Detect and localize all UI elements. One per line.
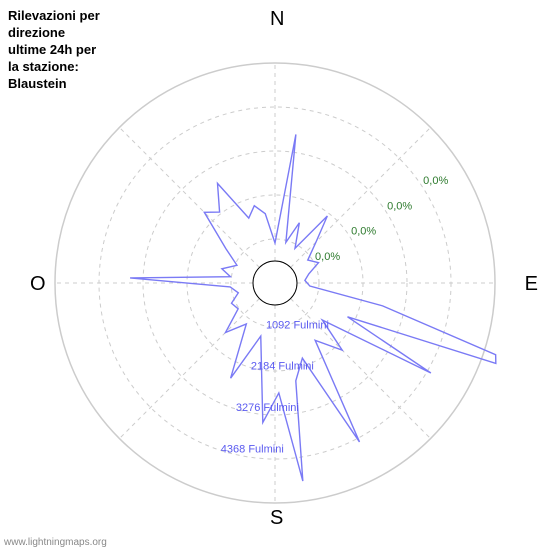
title-line: ultime 24h per: [8, 42, 96, 57]
percent-ring-label: 0,0%: [351, 226, 376, 238]
fulmini-ring-label: 2184 Fulmini: [251, 361, 314, 373]
cardinal-north: N: [270, 8, 284, 31]
cardinal-south: S: [270, 507, 283, 530]
title-line: Blaustein: [8, 76, 67, 91]
cardinal-east: E: [525, 273, 538, 296]
fulmini-ring-label: 4368 Fulmini: [221, 443, 284, 455]
percent-ring-label: 0,0%: [423, 175, 448, 187]
percent-ring-label: 0,0%: [387, 200, 412, 212]
fulmini-ring-label: 3276 Fulmini: [236, 402, 299, 414]
attribution-text: www.lightningmaps.org: [4, 537, 107, 548]
percent-ring-label: 0,0%: [315, 251, 340, 263]
title-line: la stazione:: [8, 59, 79, 74]
cardinal-west: O: [30, 273, 46, 296]
title-line: direzione: [8, 25, 65, 40]
fulmini-ring-label: 1092 Fulmini: [266, 319, 329, 331]
chart-title: Rilevazioni per direzione ultime 24h per…: [8, 8, 100, 92]
title-line: Rilevazioni per: [8, 8, 100, 23]
